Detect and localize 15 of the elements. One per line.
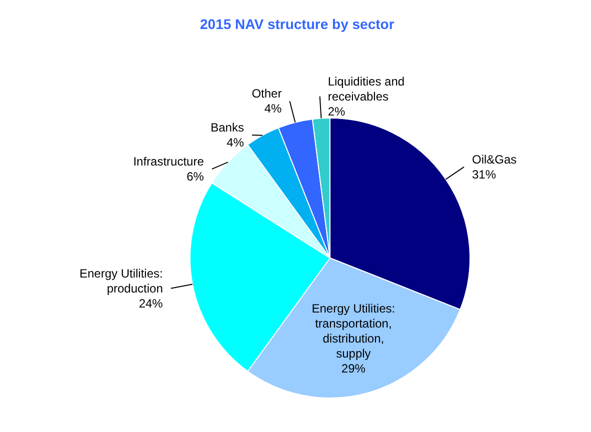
slice-label: Liquidities and receivables xyxy=(328,74,405,104)
data-label: 4% xyxy=(226,136,244,150)
data-label: 6% xyxy=(186,170,204,184)
data-label: 31% xyxy=(472,167,496,182)
data-label: 4% xyxy=(264,102,282,116)
slice-label: Energy Utilities: transportation, distribution, supply xyxy=(312,302,396,361)
data-label: 24% xyxy=(138,296,164,310)
slice-label: Banks xyxy=(210,120,244,135)
chart-title: 2015 NAV structure by sector xyxy=(200,16,395,32)
data-label: 2% xyxy=(328,104,346,118)
slice-label: Other xyxy=(252,86,282,101)
data-label: 29% xyxy=(341,362,366,376)
slice-label: Energy Utilities: production xyxy=(79,266,163,296)
slice-label: Infrastructure xyxy=(133,154,204,169)
slice-label: Oil&Gas xyxy=(472,152,517,166)
